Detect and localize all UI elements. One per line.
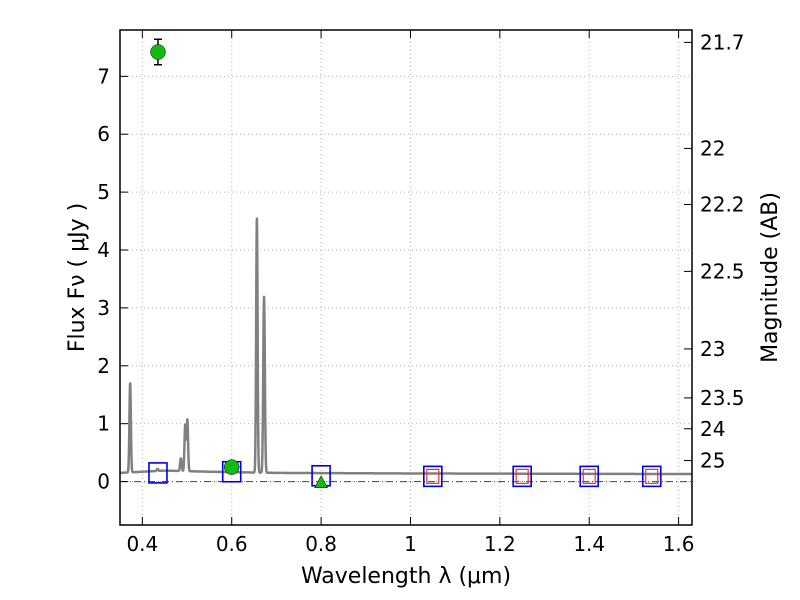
x-tick-label: 0.8	[305, 532, 337, 556]
plot-frame	[119, 29, 693, 526]
x-axis-title: Wavelength λ (μm)	[301, 564, 511, 589]
model-spectrum-line	[118, 217, 694, 476]
tick-layer: 0.4 0.6 0.8 1 1.2 1.4 1.60123456721.72222.222.…	[97, 30, 745, 556]
y2-axis-title: Magnitude (AB)	[758, 192, 783, 363]
x-tick-label: 1	[404, 532, 417, 556]
upper-limit-square	[515, 468, 529, 484]
y2-tick-label: 22.5	[700, 259, 745, 283]
y-tick-label: 4	[97, 238, 110, 262]
y2-tick-label: 22.2	[700, 192, 745, 216]
x-tick-label: 0.6	[216, 532, 248, 556]
y-tick-label: 6	[97, 122, 110, 146]
model-band-square	[148, 462, 168, 484]
upper-limit-square	[645, 468, 659, 484]
y2-tick-label: 22	[700, 136, 725, 160]
y-tick-label: 1	[97, 412, 110, 436]
model-band-square	[579, 465, 600, 488]
y-tick-label: 2	[97, 354, 110, 378]
observed-triangle	[314, 475, 329, 488]
model-spectrum-layer	[118, 217, 694, 476]
y-tick-label: 7	[97, 64, 110, 88]
y-tick-label: 0	[97, 470, 110, 494]
grid	[120, 30, 692, 525]
y2-tick-label: 23	[700, 337, 725, 361]
y2-tick-label: 24	[700, 417, 725, 441]
x-tick-label: 1.6	[663, 532, 695, 556]
x-tick-label: 1.4	[573, 532, 605, 556]
model-band-square	[512, 465, 532, 488]
upper-limit-square	[426, 468, 440, 484]
y2-tick-label: 21.7	[700, 30, 745, 54]
observed-circle	[223, 459, 240, 475]
model-band-square	[641, 465, 662, 488]
model-band-square	[423, 465, 443, 488]
x-tick-label: 0.4	[126, 532, 158, 556]
y-tick-label: 5	[97, 180, 110, 204]
y-tick-label: 3	[97, 296, 110, 320]
marker-layer	[148, 38, 662, 488]
y2-tick-label: 23.5	[700, 386, 745, 410]
y-axis-title: Flux Fν ( μJy )	[65, 203, 90, 352]
x-tick-label: 1.2	[484, 532, 516, 556]
y2-tick-label: 25	[700, 449, 725, 473]
upper-limit-square	[582, 468, 596, 484]
observed-circle	[150, 44, 166, 60]
